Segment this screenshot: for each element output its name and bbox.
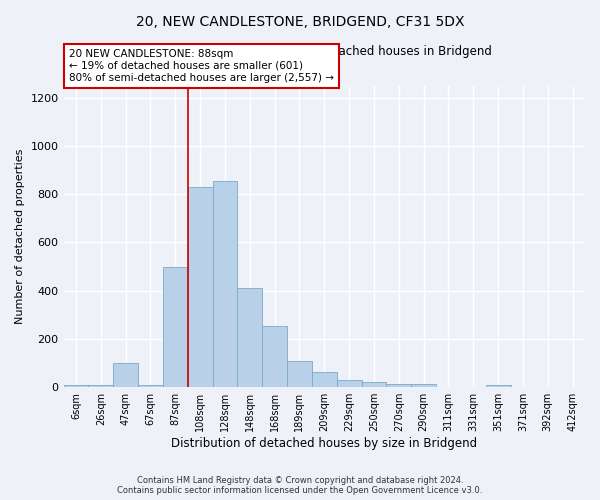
- Text: Contains HM Land Registry data © Crown copyright and database right 2024.
Contai: Contains HM Land Registry data © Crown c…: [118, 476, 482, 495]
- Bar: [386, 384, 411, 387]
- Bar: [113, 363, 138, 387]
- Bar: [312, 372, 337, 387]
- X-axis label: Distribution of detached houses by size in Bridgend: Distribution of detached houses by size …: [171, 437, 478, 450]
- Bar: [287, 360, 312, 387]
- Bar: [212, 181, 238, 387]
- Text: 20, NEW CANDLESTONE, BRIDGEND, CF31 5DX: 20, NEW CANDLESTONE, BRIDGEND, CF31 5DX: [136, 15, 464, 29]
- Bar: [88, 385, 113, 387]
- Bar: [188, 187, 212, 387]
- Title: Size of property relative to detached houses in Bridgend: Size of property relative to detached ho…: [157, 45, 492, 58]
- Text: 20 NEW CANDLESTONE: 88sqm
← 19% of detached houses are smaller (601)
80% of semi: 20 NEW CANDLESTONE: 88sqm ← 19% of detac…: [69, 50, 334, 82]
- Bar: [163, 266, 188, 387]
- Bar: [411, 384, 436, 387]
- Bar: [337, 380, 362, 387]
- Bar: [64, 385, 88, 387]
- Bar: [485, 385, 511, 387]
- Y-axis label: Number of detached properties: Number of detached properties: [15, 148, 25, 324]
- Bar: [262, 326, 287, 387]
- Bar: [362, 382, 386, 387]
- Bar: [238, 288, 262, 387]
- Bar: [138, 385, 163, 387]
